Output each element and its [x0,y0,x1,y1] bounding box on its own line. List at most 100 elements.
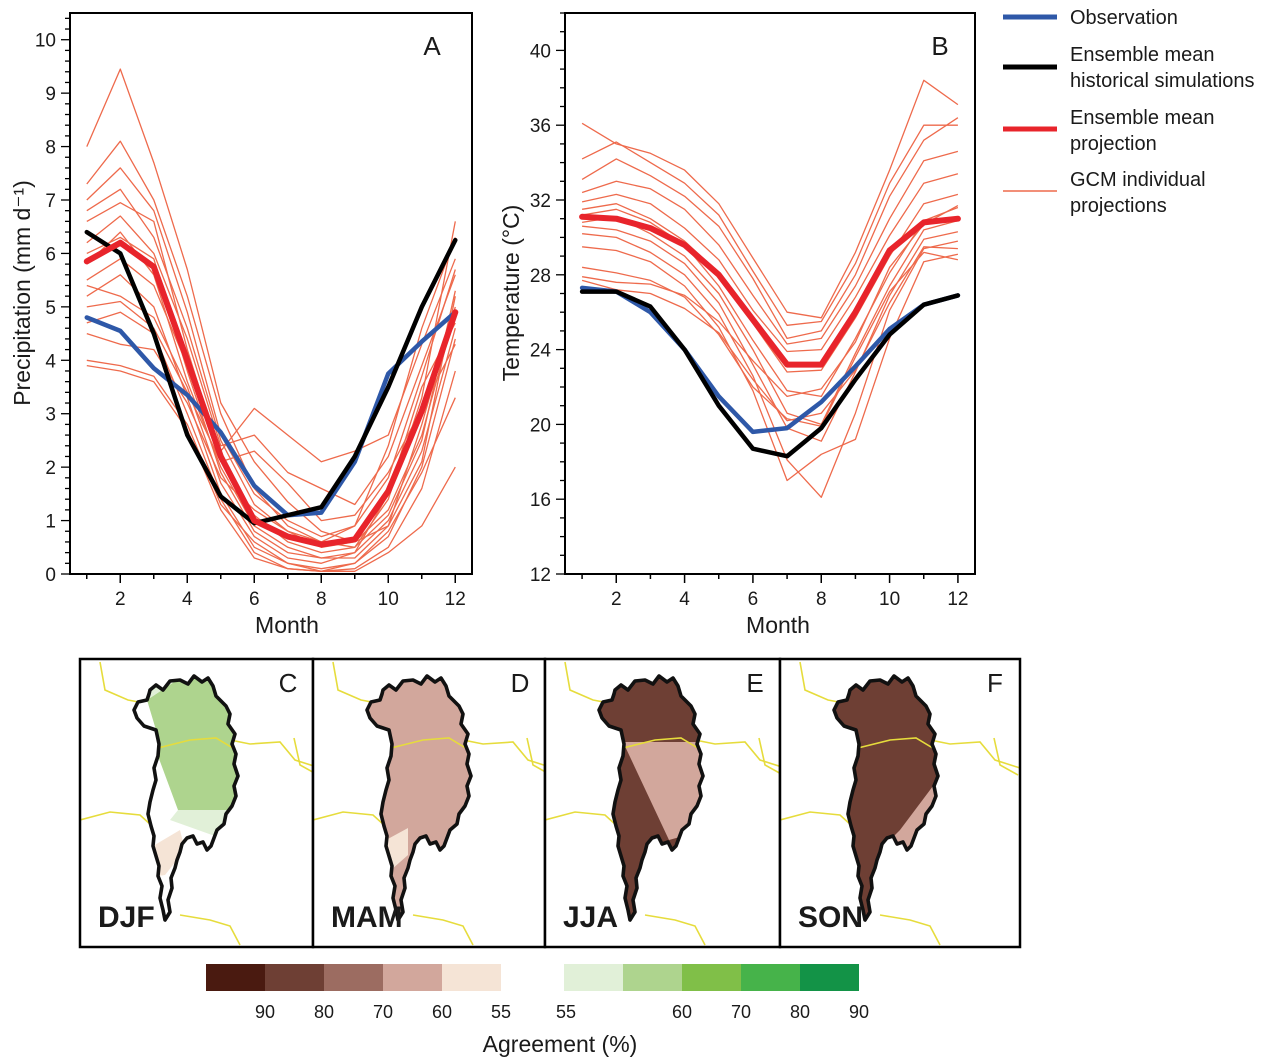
legend-label-projection-line1: Ensemble mean [1070,107,1215,129]
panel-b-projection-line [579,213,961,368]
panel-b-x-tick-label: 8 [816,589,827,610]
legend-label-historical-line2: historical simulations [1070,70,1255,92]
panel-a-y-tick-label: 0 [45,565,56,586]
panel-b-y-tick-label: 36 [530,116,551,137]
panel-b-gcm-projection-line [581,205,959,398]
colorbar-brown-label: 60 [432,1002,452,1022]
panel-a-gcm-projection-line [86,359,456,572]
colorbar-brown-segment [206,964,265,991]
map-agreement-fill [134,676,238,920]
panel-b-y-tick-label: 20 [530,415,551,436]
panel-a-x-tick-label: 2 [115,589,126,610]
panel-a-x-tick-label: 12 [445,589,466,610]
panel-a-gcm-projection-line [86,311,456,572]
map-son: F SON [778,657,1022,949]
colorbar-brown-segment [383,964,442,991]
panel-a-historical-line [84,229,458,526]
panel-b-y-tick-label: 16 [530,490,551,511]
panel-b-gcm-lines [581,79,959,498]
panel-a-mean-lines [83,229,459,548]
colorbar-brown-label: 80 [314,1002,334,1022]
colorbar-labels: 90 80 70 60 55 55 60 70 80 90 [255,1002,869,1022]
panel-b-gcm-projection-line [581,117,959,340]
panel-b-y-tick-label: 32 [530,191,551,212]
colorbar-green-segment [800,964,859,991]
legend-label-observation: Observation [1070,7,1178,29]
colorbar-brown-segment [324,964,383,991]
panel-b-y-tick-label: 24 [530,341,552,362]
panel-b-x-tick-label: 10 [879,589,900,610]
colorbar-green-scale [564,964,859,991]
panel-a-y-tick-label: 9 [45,84,56,105]
colorbar-green-label: 80 [790,1002,810,1022]
panel-a-projection-line [83,239,459,548]
panel-a-gcm-projection-line [86,215,456,506]
panel-a-y-tick-label: 7 [45,191,56,212]
panel-a-x-tick-label: 4 [182,589,193,610]
colorbar-green-label: 60 [672,1002,692,1022]
panel-a-gcm-lines [86,68,456,572]
panel-a-y-tick-label: 8 [45,138,56,159]
panel-a-y-tick-label: 5 [45,298,56,319]
panel-a-gcm-projection-line [86,274,456,570]
panel-a-x-tick-label: 8 [316,589,327,610]
panel-b-gcm-projection-line [581,251,959,427]
panel-b-x-tick-label: 6 [748,589,759,610]
panel-a-gcm-projection-line [86,188,456,548]
map-season-label: DJF [98,901,155,934]
map-jja: E JJA [543,657,782,949]
colorbar-brown-label: 90 [255,1002,275,1022]
legend-label-historical-line1: Ensemble mean [1070,44,1215,66]
legend-label-gcm-line1: GCM individual [1070,169,1206,191]
colorbar-title: Agreement (%) [483,1031,638,1057]
panel-b-y-axis-title: Temperature (°C) [498,205,524,382]
panel-b-x-tick-label: 4 [679,589,690,610]
map-season-label: SON [798,901,863,934]
colorbar-green-segment [623,964,682,991]
panel-a-y-axis-title: Precipitation (mm d⁻¹) [9,180,35,406]
map-region-outline [832,674,940,922]
panel-a-y-tick-label: 4 [45,351,56,372]
panel-a-gcm-projection-line [86,231,456,559]
panel-a-gcm-projection-line [86,364,456,572]
map-letter: C [279,668,298,698]
colorbar-brown-scale [206,964,501,991]
panel-b-gcm-projection-line [581,206,959,398]
panel-b-x-tick-label: 12 [947,589,968,610]
panel-b-gcm-projection-line [581,246,958,422]
panel-b-gcm-projection-line [581,124,958,326]
panel-a-y-tick-label: 2 [45,458,56,479]
panel-b-x-tick-label: 2 [611,589,622,610]
panel-b-gcm-projection-line [582,233,959,498]
panel-a-frame [69,12,473,575]
map-region-outline [365,674,473,922]
map-mam: D MAM [311,657,547,949]
panel-a-x-tick-label: 10 [378,589,399,610]
panel-b-gcm-projection-line [582,246,959,482]
legend-label-projection-line2: projection [1070,133,1157,155]
agreement-colorbar: 90 80 70 60 55 55 60 70 80 90 Agreement (%) [206,964,869,1057]
panel-b-y-tick-label: 28 [530,266,551,287]
map-season-label: JJA [563,901,618,934]
map-letter: E [746,668,763,698]
panel-b-observation-line [579,285,961,435]
map-region-outline [132,674,240,922]
panel-b-y-tick-label: 40 [530,41,551,62]
panel-a-gcm-projection-line [86,140,456,548]
colorbar-green-segment [682,964,741,991]
panel-b-historical-line [579,289,961,459]
legend-label-gcm-line2: projections [1070,195,1167,217]
panel-a-y-tick-label: 6 [45,244,56,265]
colorbar-brown-segment [442,964,501,991]
panel-b-mean-lines [579,213,961,459]
chart-legend: Observation Ensemble mean historical sim… [1003,7,1255,217]
map-letter: F [987,668,1003,698]
map-season-label: MAM [331,901,403,934]
map-letter: D [511,668,530,698]
colorbar-green-label: 55 [556,1002,576,1022]
map-region-outline [597,674,705,922]
panel-b-y-tick-label: 12 [530,565,551,586]
